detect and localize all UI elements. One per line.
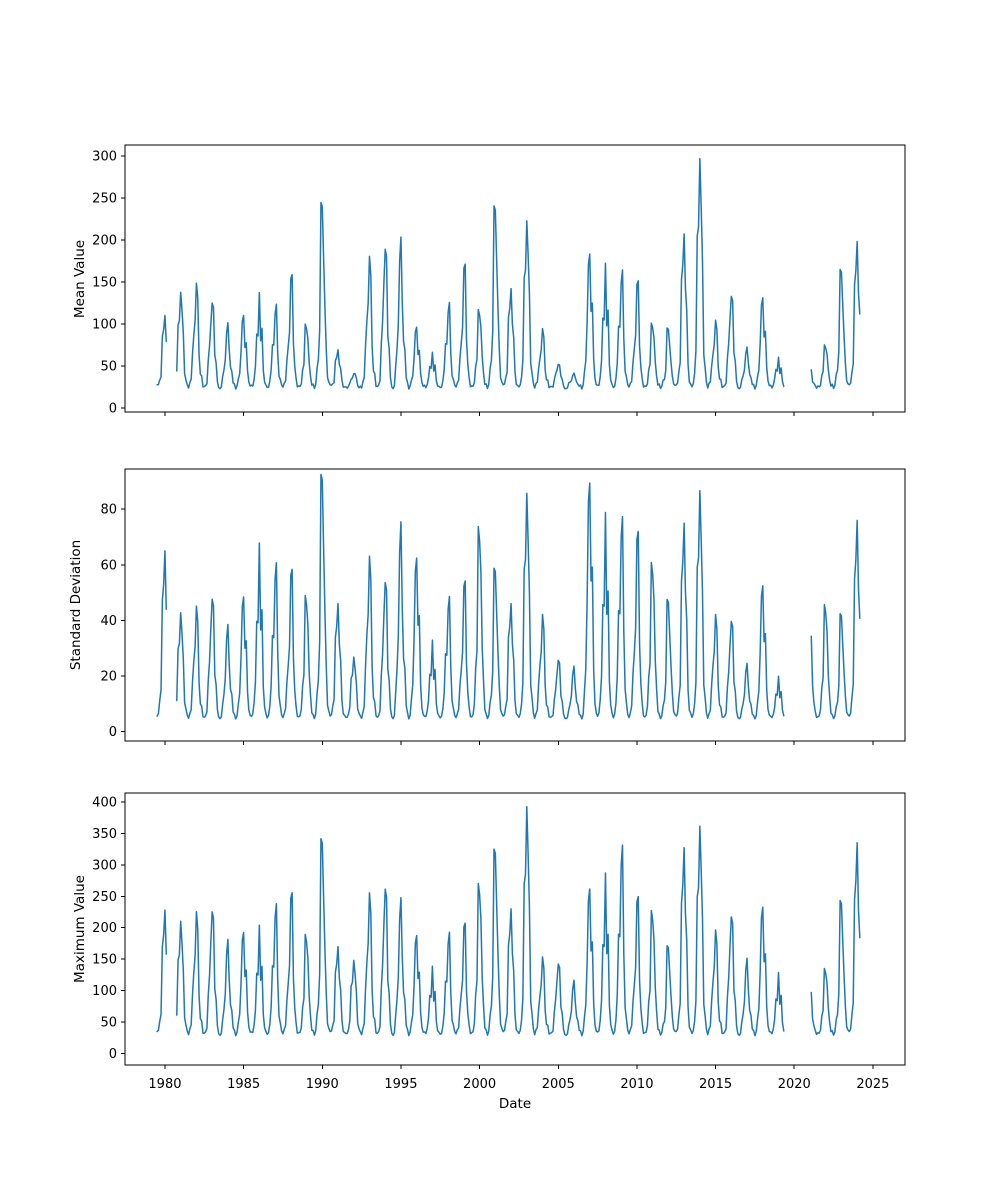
- y-axis-label-max: Maximum Value: [72, 875, 88, 983]
- y-tick-label: 350: [92, 827, 117, 842]
- x-tick-label: 2005: [542, 1077, 575, 1092]
- y-tick-label: 50: [100, 1016, 117, 1031]
- y-axis-label-mean: Mean Value: [72, 240, 88, 318]
- y-tick-label: 0: [109, 1047, 117, 1062]
- y-tick-label: 100: [92, 984, 117, 999]
- y-tick-label: 200: [92, 233, 117, 248]
- y-tick-label: 60: [100, 558, 117, 573]
- y-tick-label: 100: [92, 317, 117, 332]
- x-tick-label: 1985: [227, 1077, 260, 1092]
- y-axis-label-std: Standard Deviation: [68, 540, 84, 670]
- series-line: [156, 158, 861, 390]
- y-tick-label: 40: [100, 614, 117, 629]
- x-tick-label: 1995: [384, 1077, 417, 1092]
- subplot-maximum-value: 0 50 100 150 200 250 300 350 400 1980 1985 1990 1995…: [92, 792, 906, 1092]
- y-tick-label: 150: [92, 275, 117, 290]
- y-tick-label: 0: [109, 725, 117, 740]
- axes-spines: [124, 468, 906, 742]
- y-tick-label: 20: [100, 669, 117, 684]
- x-tick-label: 2015: [699, 1077, 732, 1092]
- x-axis-label-date: Date: [499, 1096, 531, 1112]
- series-line: [156, 805, 861, 1037]
- y-tick-label: 250: [92, 890, 117, 905]
- series-line: [156, 473, 861, 720]
- x-tick-label: 2025: [856, 1077, 889, 1092]
- y-tick-label: 80: [100, 503, 117, 518]
- y-tick-label: 50: [100, 359, 117, 374]
- axes-spines: [124, 792, 906, 1066]
- y-tick-label: 150: [92, 953, 117, 968]
- y-tick-label: 0: [109, 401, 117, 416]
- y-tick-label: 300: [92, 858, 117, 873]
- axes-spines: [124, 144, 906, 413]
- y-tick-label: 250: [92, 191, 117, 206]
- y-tick-label: 200: [92, 921, 117, 936]
- x-tick-label: 2020: [778, 1077, 811, 1092]
- subplot-standard-deviation: 0 20 40 60 80: [100, 468, 906, 745]
- x-tick-label: 2010: [620, 1077, 653, 1092]
- y-tick-label: 300: [92, 149, 117, 164]
- x-tick-label: 2000: [463, 1077, 496, 1092]
- y-tick-label: 400: [92, 795, 117, 810]
- subplot-mean-value: 0 50 100 150 200 250 300: [92, 144, 906, 416]
- x-tick-label: 1990: [306, 1077, 339, 1092]
- x-tick-label: 1980: [148, 1077, 181, 1092]
